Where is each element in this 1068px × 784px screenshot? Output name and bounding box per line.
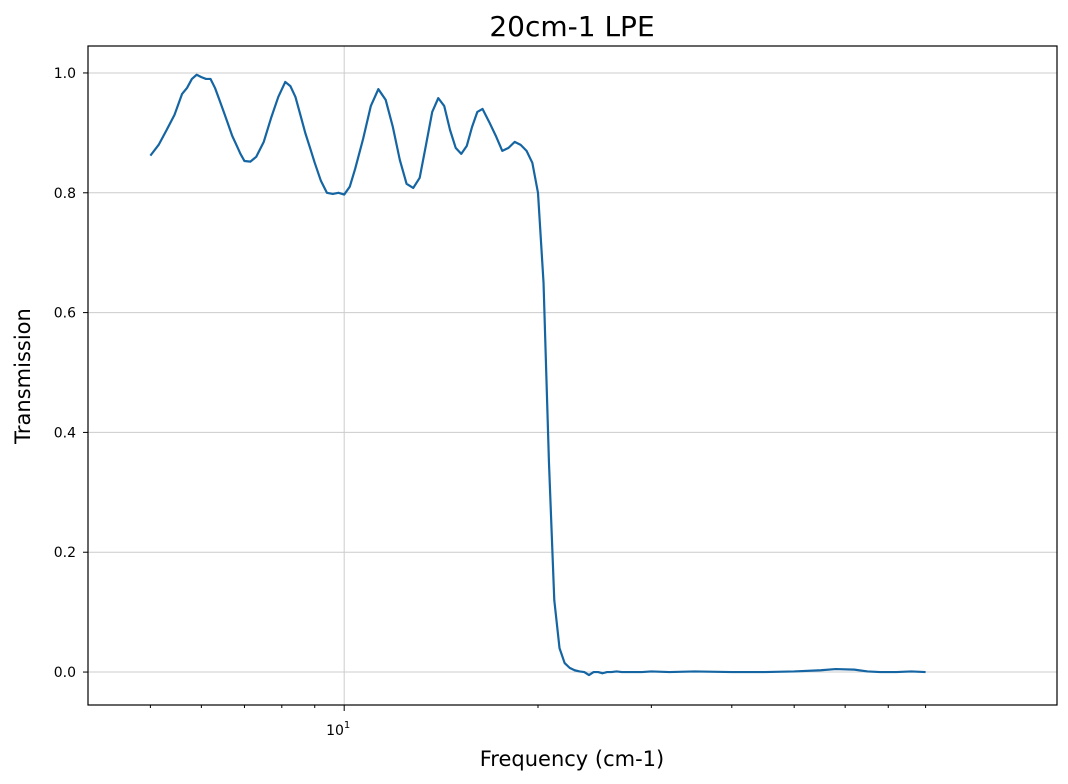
y-tick-label: 0.2 xyxy=(54,545,76,561)
plot-frame xyxy=(87,45,1058,706)
chart-title: 20cm-1 LPE xyxy=(489,10,654,43)
y-tick-label: 0.0 xyxy=(54,665,76,681)
x-tick-label-base: 10 xyxy=(326,723,344,739)
y-tick-label: 1.0 xyxy=(54,66,76,82)
y-tick-label: 0.6 xyxy=(54,306,76,322)
grid-lines xyxy=(88,46,1057,705)
x-tick-label-exponent: 1 xyxy=(344,720,350,731)
axis-ticks: 0.0 0.2 0.4 0.6 0.8 1.0 101 xyxy=(54,66,927,739)
y-tick-label: 0.8 xyxy=(54,186,76,202)
y-tick-label: 0.4 xyxy=(54,425,76,441)
y-axis-label: Transmission xyxy=(11,308,35,445)
x-tick-label: 101 xyxy=(326,720,350,739)
series-group xyxy=(149,73,926,677)
series-line xyxy=(149,73,926,677)
x-axis-label: Frequency (cm-1) xyxy=(480,747,665,771)
